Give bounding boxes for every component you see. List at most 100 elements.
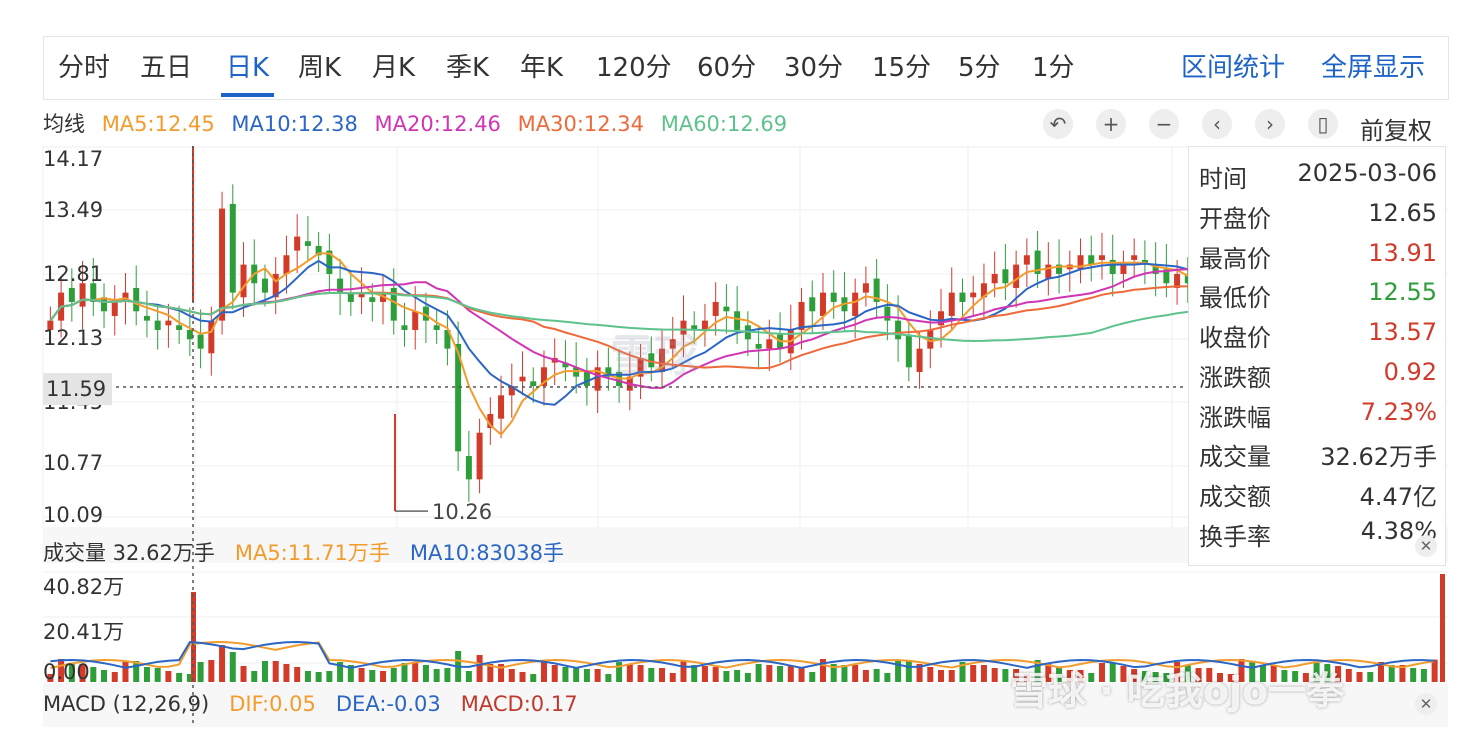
volume-bar (1184, 665, 1191, 682)
interval-stats-button[interactable]: 区间统计 (1181, 53, 1286, 83)
volume-bar (1195, 668, 1202, 682)
candle-body (916, 348, 923, 372)
candle-body (519, 376, 526, 382)
volume-bar (970, 665, 977, 682)
volume-bar (1056, 667, 1063, 682)
tab-12[interactable]: 1分 (1032, 53, 1075, 83)
tab-8[interactable]: 60分 (697, 53, 757, 83)
candle-body (1023, 255, 1030, 265)
volume-bar (927, 667, 934, 682)
volume-bar (176, 673, 183, 682)
zoom-out-icon[interactable]: − (1149, 109, 1179, 139)
volume-bar (68, 664, 75, 682)
volume-tick: 0.00 (43, 660, 90, 684)
macd-close-icon[interactable]: ✕ (1415, 693, 1437, 715)
volume-bar (530, 674, 537, 682)
candle-body (605, 367, 612, 377)
candle-body (1109, 259, 1116, 274)
tooltip-label: 开盘价 (1199, 205, 1271, 233)
candle-body (830, 292, 837, 302)
volume-bar (1002, 669, 1009, 682)
volume-bar (1131, 669, 1138, 682)
volume-bar (101, 670, 108, 682)
volume-bar (948, 670, 955, 682)
candle-body (948, 292, 955, 316)
candle-body (487, 414, 494, 429)
volume-bar (197, 662, 204, 682)
zoom-in-icon[interactable]: + (1096, 109, 1126, 139)
tooltip-label: 成交量 (1199, 443, 1271, 471)
candle-body (272, 273, 279, 298)
tab-9[interactable]: 30分 (784, 53, 844, 83)
candle-body (530, 381, 537, 386)
volume-bar (691, 665, 698, 682)
volume-bar (1431, 659, 1438, 682)
volume-bar (1045, 664, 1052, 682)
volume-ma-line (50, 640, 1435, 669)
ma-legend: 均线 MA5:12.45 MA10:12.38 MA20:12.46 MA30:… (43, 108, 797, 138)
ma60-value: MA60:12.69 (660, 112, 788, 136)
candle-body (165, 320, 172, 326)
candle-body (1077, 255, 1084, 270)
candle-body (219, 208, 226, 321)
macd-dea: DEA:-0.03 (335, 692, 441, 716)
macd-value: MACD:0.17 (460, 692, 578, 716)
volume-bar (347, 665, 354, 682)
price-tick: 12.13 (43, 326, 104, 350)
tab-6[interactable]: 年K (520, 53, 564, 83)
tab-5[interactable]: 季K (446, 53, 490, 83)
volume-bar (1098, 663, 1105, 682)
tab-4[interactable]: 月K (372, 53, 416, 83)
tooltip-value: 4.47亿 (1359, 483, 1437, 511)
volume-bar (283, 664, 290, 682)
candle-body (326, 250, 333, 274)
volume-bar (1356, 672, 1363, 682)
tab-3[interactable]: 周K (298, 53, 342, 83)
volume-bar (47, 674, 54, 682)
fullscreen-button[interactable]: 全屏显示 (1321, 53, 1426, 83)
candle-body (79, 283, 86, 307)
volume-bar (1388, 665, 1395, 682)
candle-body (186, 329, 193, 340)
candle-tooltip: 时间 2025-03-06 开盘价 12.65 最高价 13.91 最低价 12.55 … (1188, 146, 1446, 566)
tab-11[interactable]: 5分 (958, 53, 1001, 83)
tab-0[interactable]: 分时 (58, 53, 111, 83)
undo-icon[interactable]: ↶ (1043, 109, 1073, 139)
candle-body (723, 306, 730, 312)
candle-body (873, 278, 880, 302)
volume-bar (862, 670, 869, 682)
chevron-right-icon[interactable]: › (1255, 109, 1285, 139)
chevron-left-icon[interactable]: ‹ (1202, 109, 1232, 139)
candle-body (111, 301, 118, 316)
candle-body (819, 292, 826, 316)
volume-bar (637, 665, 644, 682)
volume-bar (594, 669, 601, 682)
tab-7[interactable]: 120分 (596, 53, 672, 83)
adjust-mode-select[interactable]: 前复权 (1360, 117, 1432, 145)
volume-bar (1270, 665, 1277, 682)
volume-bar (1066, 670, 1073, 682)
candle-body (648, 353, 655, 368)
volume-bar (261, 661, 268, 682)
candle-body (980, 283, 987, 298)
tab-2[interactable]: 日K (226, 53, 270, 83)
macd-legend-band (43, 683, 1448, 727)
tab-1[interactable]: 五日 (140, 53, 193, 83)
price-tick: 10.77 (43, 451, 104, 475)
tooltip-close-icon[interactable]: ✕ (1415, 535, 1437, 557)
candle-body (401, 325, 408, 330)
tab-10[interactable]: 15分 (872, 53, 932, 83)
volume-bar (1217, 673, 1224, 682)
candle-body (143, 315, 150, 321)
candle-body (1131, 255, 1138, 260)
candle-body (1045, 264, 1052, 279)
volume-bar (734, 670, 741, 682)
tooltip-value: 12.55 (1368, 278, 1437, 306)
volume-bar (744, 673, 751, 682)
tooltip-label: 换手率 (1199, 523, 1271, 551)
volume-bar (648, 668, 655, 682)
candle-body (433, 325, 440, 330)
volume-bar (798, 667, 805, 682)
candle-body (594, 367, 601, 391)
candle-type-icon[interactable]: ▯ (1308, 109, 1338, 139)
